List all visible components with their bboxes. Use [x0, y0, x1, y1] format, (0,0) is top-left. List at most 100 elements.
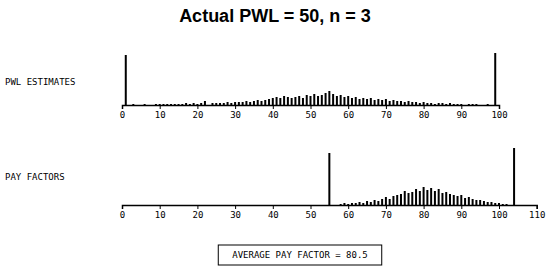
tick-mark — [386, 105, 387, 109]
tick-label: 110 — [529, 210, 545, 220]
tick-mark — [197, 105, 198, 109]
bar — [359, 99, 361, 105]
bar — [347, 96, 349, 105]
bar — [479, 200, 481, 205]
bar — [411, 102, 413, 105]
bar — [264, 100, 266, 105]
tick: 30 — [230, 105, 241, 120]
tick-label: 50 — [306, 110, 317, 120]
bar — [362, 203, 364, 205]
tick-mark — [235, 205, 236, 209]
tick: 20 — [192, 105, 203, 120]
tick-label: 50 — [306, 210, 317, 220]
bar — [370, 202, 372, 205]
tick: 0 — [120, 105, 125, 120]
bar — [408, 193, 410, 205]
bar — [392, 196, 394, 205]
bar — [272, 98, 274, 105]
bar — [423, 187, 425, 205]
bar — [404, 191, 406, 205]
tick-mark — [386, 205, 387, 209]
bar — [457, 196, 459, 205]
bar — [389, 101, 391, 105]
bar — [475, 200, 477, 205]
bar — [483, 201, 485, 205]
bar — [404, 102, 406, 105]
tick: 80 — [419, 105, 430, 120]
tick: 90 — [456, 105, 467, 120]
bar — [449, 103, 451, 105]
tick-mark — [348, 105, 349, 109]
bar — [249, 102, 251, 105]
bar — [268, 99, 270, 105]
bar — [351, 98, 353, 105]
bar — [355, 97, 357, 105]
tick-label: 20 — [192, 110, 203, 120]
tick-label: 80 — [419, 110, 430, 120]
bar — [193, 103, 195, 105]
bar — [242, 102, 244, 105]
bar — [234, 102, 236, 105]
tick: 30 — [230, 205, 241, 220]
bar — [317, 96, 319, 105]
bar — [419, 191, 421, 205]
tick-label: 0 — [120, 210, 125, 220]
bar — [468, 197, 470, 205]
tick-label: 60 — [343, 210, 354, 220]
bar — [227, 102, 229, 105]
bar — [253, 101, 255, 105]
bar — [238, 102, 240, 105]
bar — [245, 101, 247, 105]
tick-label: 20 — [192, 210, 203, 220]
bar — [460, 195, 462, 205]
tick: 90 — [456, 205, 467, 220]
tick: 100 — [491, 205, 507, 220]
tick-mark — [499, 205, 500, 209]
bar — [385, 197, 387, 205]
bar — [302, 98, 304, 105]
bar — [490, 202, 492, 205]
tick: 50 — [306, 205, 317, 220]
tick-mark — [273, 105, 274, 109]
bar — [389, 199, 391, 205]
bar — [294, 97, 296, 105]
tick-mark — [273, 205, 274, 209]
bar — [472, 199, 474, 205]
bar — [426, 190, 428, 205]
tick-mark — [122, 205, 123, 209]
bar — [374, 200, 376, 205]
bar — [200, 103, 202, 105]
tick-label: 100 — [491, 210, 507, 220]
tick-label: 30 — [230, 210, 241, 220]
tick: 20 — [192, 205, 203, 220]
tick: 60 — [343, 205, 354, 220]
tick-label: 40 — [268, 110, 279, 120]
tick-label: 90 — [456, 210, 467, 220]
tick-mark — [461, 205, 462, 209]
bar — [396, 195, 398, 205]
tick-mark — [160, 205, 161, 209]
tick: 10 — [155, 205, 166, 220]
bar — [441, 193, 443, 205]
bar — [487, 202, 489, 205]
tick: 40 — [268, 105, 279, 120]
bar — [328, 91, 330, 105]
bar — [411, 192, 413, 205]
tick: 40 — [268, 205, 279, 220]
bar — [377, 201, 379, 205]
bar — [362, 98, 364, 105]
tick: 100 — [491, 105, 507, 120]
bar — [310, 96, 312, 105]
bar — [374, 100, 376, 105]
tick-label: 60 — [343, 110, 354, 120]
tick-mark — [311, 205, 312, 209]
bar — [185, 103, 187, 105]
bar — [283, 96, 285, 105]
bar — [430, 188, 432, 205]
axis-line — [123, 206, 538, 210]
tick: 10 — [155, 105, 166, 120]
tick-label: 70 — [381, 210, 392, 220]
tick-mark — [461, 105, 462, 109]
bar — [426, 103, 428, 105]
chart-title: Actual PWL = 50, n = 3 — [179, 6, 371, 26]
